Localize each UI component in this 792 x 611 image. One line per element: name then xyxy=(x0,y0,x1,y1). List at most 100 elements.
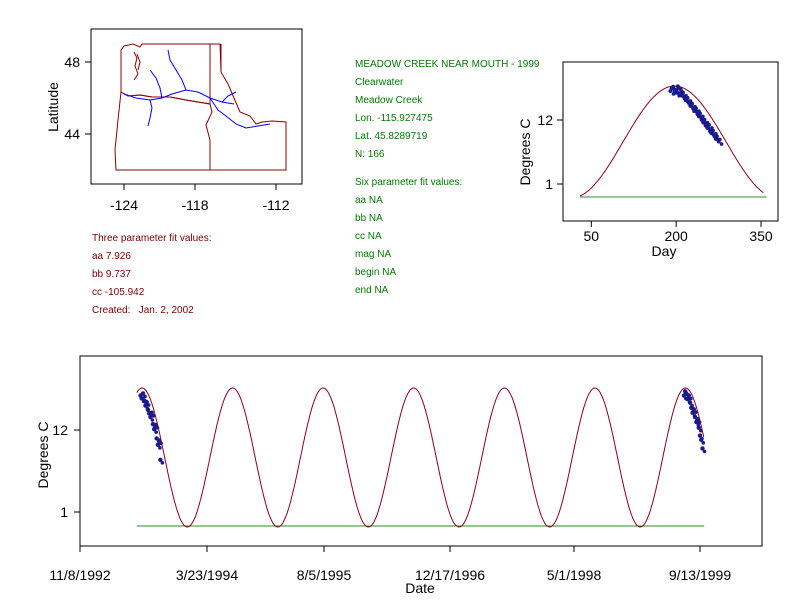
day-data-point xyxy=(680,90,685,95)
three-parameter-info: Three parameter fit values: aa 7.926 bb … xyxy=(92,233,212,316)
day-data-point xyxy=(693,106,698,111)
day-data-point xyxy=(702,117,707,122)
map-y-tick-label: 48 xyxy=(64,54,80,70)
date-data-point xyxy=(159,441,163,446)
day-data-point xyxy=(692,109,697,114)
date-x-tick-label: 11/8/1992 xyxy=(49,567,110,583)
date-x-tick-label: 8/5/1995 xyxy=(297,567,352,583)
date-data-point xyxy=(702,449,707,454)
date-y-tick-label: 1 xyxy=(60,504,68,520)
date-data-point xyxy=(149,410,154,415)
date-data-point xyxy=(158,457,163,463)
yakima-river xyxy=(149,69,163,99)
date-data-point xyxy=(153,422,158,428)
param-cc-six: cc NA xyxy=(355,231,382,242)
day-data-point xyxy=(690,101,694,106)
willamette-river xyxy=(147,99,153,127)
day-data-point xyxy=(697,111,702,116)
day-data-point xyxy=(706,122,711,127)
date-data-point xyxy=(146,403,151,407)
date-x-tick-label: 9/13/1999 xyxy=(669,567,731,583)
columbia-upper xyxy=(167,49,187,91)
date-x-tick-label: 12/17/1996 xyxy=(415,567,485,583)
map-y-tick-label: 44 xyxy=(64,126,80,142)
station-name: MEADOW CREEK NEAR MOUTH - 1999 xyxy=(355,59,540,70)
date-data-point xyxy=(155,426,160,430)
date-data-point xyxy=(160,461,165,465)
date-data-point xyxy=(691,406,696,412)
day-chart-axes: 50 200 350 12 1 xyxy=(537,112,772,244)
date-data-point xyxy=(694,410,698,414)
day-chart-y-label: Degrees C xyxy=(517,119,533,186)
day-x-tick-label: 350 xyxy=(749,228,773,244)
day-data-point xyxy=(714,134,719,139)
date-data-point xyxy=(697,433,703,438)
day-chart: 50 200 350 12 1 Day Degrees C xyxy=(517,61,779,259)
basin-name: Clearwater xyxy=(355,77,404,88)
map-x-tick-label: -112 xyxy=(263,197,290,213)
param-begin: begin NA xyxy=(355,267,396,278)
date-data-point xyxy=(700,446,705,451)
date-chart-y-label: Degrees C xyxy=(35,422,51,489)
day-data-point xyxy=(686,100,691,105)
date-data-point xyxy=(140,391,146,396)
day-x-tick-label: 50 xyxy=(584,228,600,244)
day-x-tick-label: 200 xyxy=(664,228,688,244)
day-data-point xyxy=(674,90,679,95)
three-param-heading: Three parameter fit values: xyxy=(92,233,212,244)
map-frame xyxy=(90,28,303,185)
day-data-point xyxy=(710,128,715,133)
date-data-point xyxy=(695,416,700,422)
date-chart-marks xyxy=(136,387,707,528)
snake-river xyxy=(209,97,271,129)
day-data-point xyxy=(705,125,710,130)
date-y-tick-label: 12 xyxy=(52,422,68,438)
map-x-tick-label: -118 xyxy=(182,197,209,213)
date-data-point xyxy=(155,442,161,448)
date-data-point xyxy=(151,413,156,418)
map-rivers xyxy=(123,49,271,129)
sample-count: N: 166 xyxy=(355,149,385,160)
columbia-river xyxy=(123,89,235,105)
date-data-point xyxy=(158,446,162,450)
day-data-point xyxy=(699,117,704,122)
date-chart-frame xyxy=(79,355,763,547)
date-x-tick-label: 5/1/1998 xyxy=(547,567,602,583)
day-chart-x-label: Day xyxy=(652,243,677,259)
param-cc: cc -105.942 xyxy=(92,287,145,298)
day-data-point xyxy=(701,114,705,119)
date-data-point xyxy=(690,410,695,415)
map-state-borders xyxy=(114,43,287,171)
date-chart-x-label: Date xyxy=(405,580,435,596)
date-data-point xyxy=(687,400,693,405)
date-data-point xyxy=(697,420,702,424)
date-data-point xyxy=(145,407,151,413)
date-data-point xyxy=(686,393,692,398)
day-data-point xyxy=(671,84,676,89)
date-chart: 11/8/1992 3/23/1994 8/5/1995 12/17/1996 5/1/… xyxy=(35,355,763,596)
clearwater-river xyxy=(221,91,237,103)
param-end: end NA xyxy=(355,285,389,296)
longitude: Lon. -115.927475 xyxy=(355,113,433,124)
param-mag: mag NA xyxy=(355,249,391,260)
day-data-point xyxy=(676,86,681,91)
param-aa-six: aa NA xyxy=(355,195,383,206)
param-aa: aa 7.926 xyxy=(92,251,131,262)
map-x-tick-label: -124 xyxy=(110,197,138,213)
date-x-tick-label: 3/23/1994 xyxy=(176,567,238,583)
date-data-point xyxy=(143,394,147,399)
map-y-axis-label: Latitude xyxy=(45,82,61,132)
day-y-tick-label: 1 xyxy=(545,176,553,192)
date-data-point xyxy=(148,414,153,420)
puget-sound xyxy=(133,51,141,81)
date-data-point xyxy=(696,425,701,430)
day-chart-marks xyxy=(579,84,767,198)
map-panel: -124 -118 -112 48 44 Latitude xyxy=(45,28,303,213)
six-param-heading: Six parameter fit values: xyxy=(355,177,462,188)
date-data-point xyxy=(151,426,157,432)
date-data-point xyxy=(699,437,704,443)
date-data-point xyxy=(156,438,162,443)
map-axis-ticks xyxy=(85,61,277,190)
day-data-point xyxy=(716,138,721,143)
